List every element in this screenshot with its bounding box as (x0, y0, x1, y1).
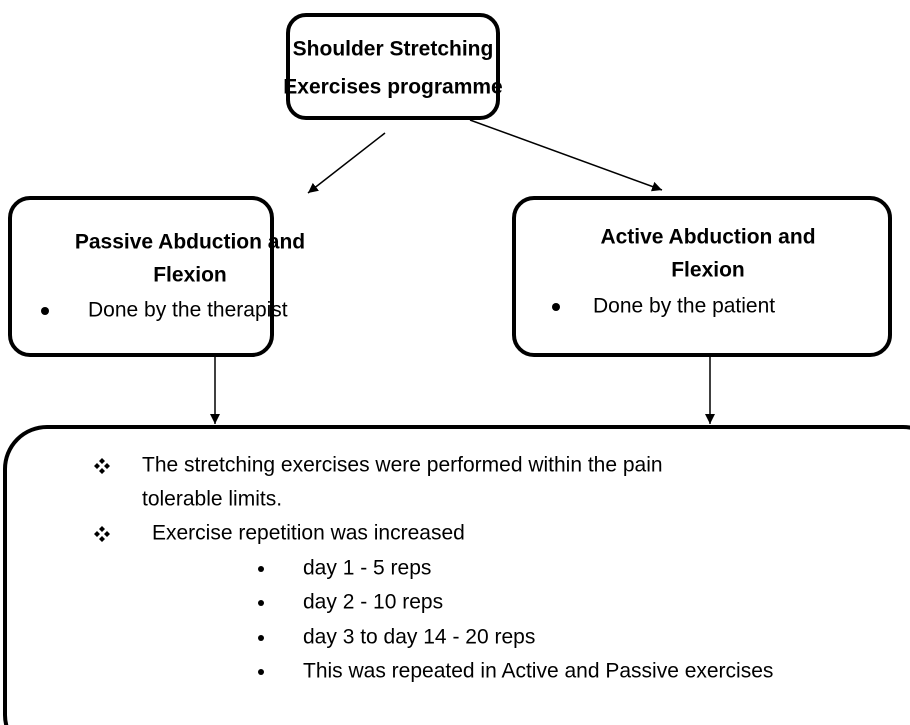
sub-bullet (258, 600, 264, 606)
bullet (41, 307, 49, 315)
root-title: Shoulder Stretching (293, 38, 494, 61)
sub-bullet (258, 635, 264, 641)
summary-subitem: day 1 - 5 reps (303, 557, 431, 580)
summary-subitem: This was repeated in Active and Passive … (303, 660, 773, 683)
branch-title: Passive Abduction and (75, 231, 305, 254)
root-box (286, 13, 500, 120)
summary-subitem: day 3 to day 14 - 20 reps (303, 626, 535, 649)
branch-title: Flexion (671, 259, 745, 282)
bullet (552, 303, 560, 311)
sub-bullet (258, 669, 264, 675)
branch-box (8, 196, 274, 357)
branch-bullet: Done by the therapist (88, 299, 288, 322)
summary-box (3, 425, 910, 725)
arrow (307, 132, 386, 194)
branch-title: Flexion (153, 264, 227, 287)
root-title: Exercises programme (283, 76, 502, 99)
sub-bullet (258, 566, 264, 572)
summary-subitem: day 2 - 10 reps (303, 591, 443, 614)
branch-box (512, 196, 892, 357)
summary-line: tolerable limits. (142, 488, 282, 511)
summary-line: Exercise repetition was increased (152, 522, 465, 545)
branch-title: Active Abduction and (600, 226, 815, 249)
summary-line: The stretching exercises were performed … (142, 454, 663, 477)
arrow (469, 119, 663, 192)
branch-bullet: Done by the patient (593, 295, 775, 318)
